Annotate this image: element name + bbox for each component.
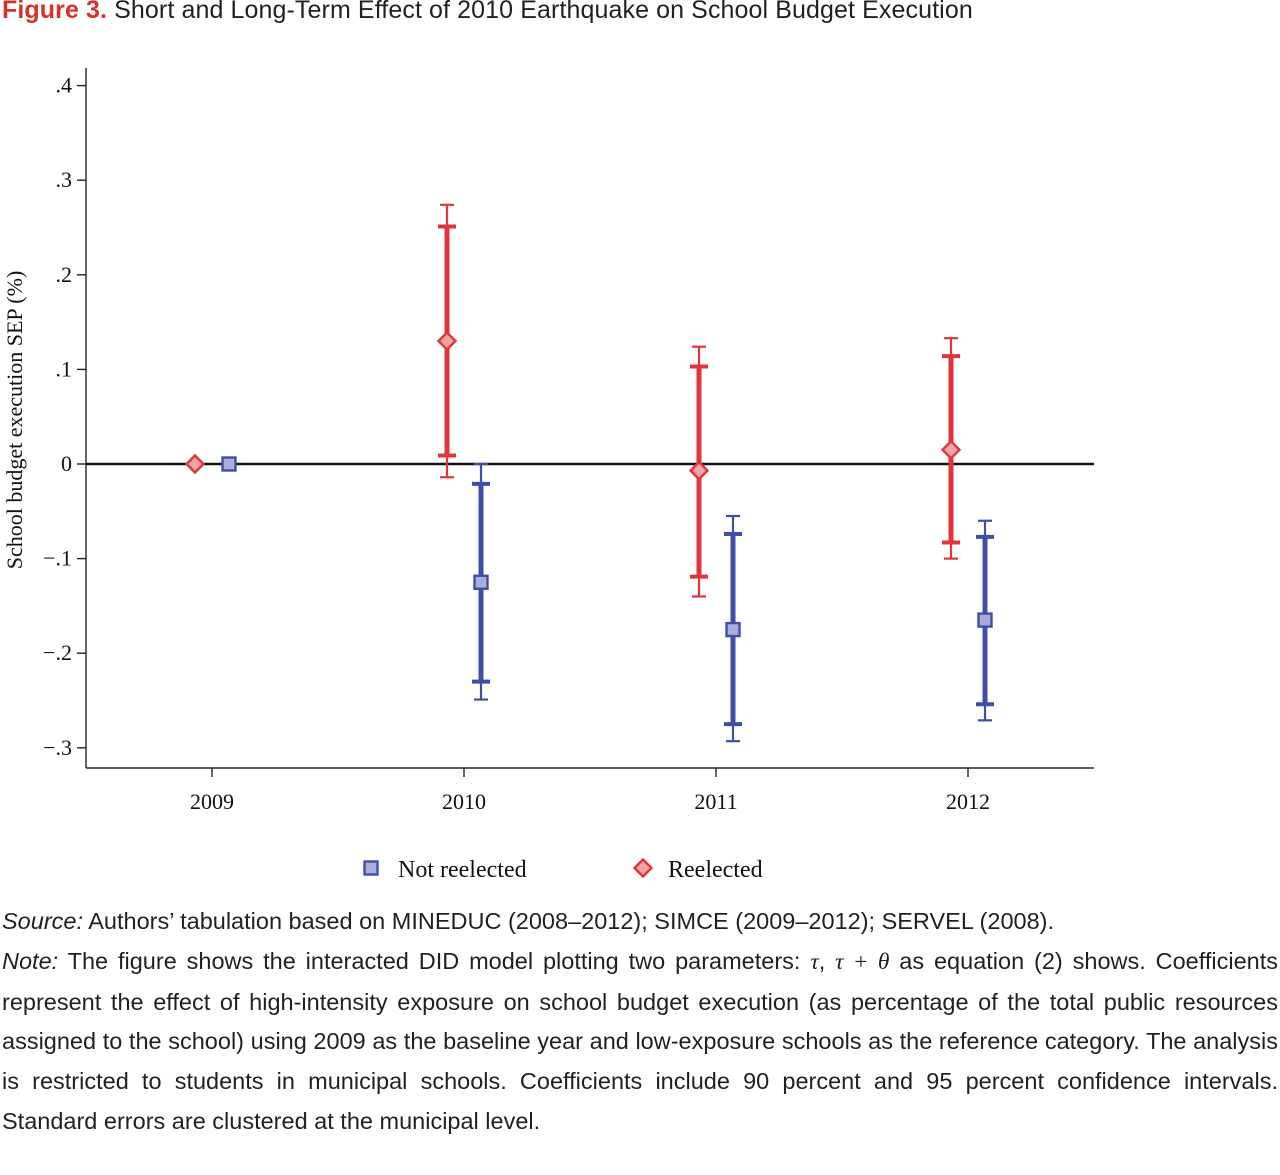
- figure-title-row: Figure 3. Short and Long-Term Effect of …: [2, 0, 1278, 25]
- tau-symbol: τ: [810, 948, 819, 975]
- chart-legend: Not reelected Reelected: [363, 857, 763, 883]
- note-label: Note:: [2, 947, 59, 974]
- source-text: Authors’ tabulation based on MINEDUC (20…: [83, 908, 1055, 934]
- series-not-reelected: [221, 456, 994, 743]
- point-marker-not-reelected: [221, 456, 237, 472]
- figure-caption: Source: Authors’ tabulation based on MIN…: [2, 902, 1278, 1142]
- x-tick-label: 2009: [190, 789, 234, 814]
- point-marker-reelected: [940, 439, 962, 461]
- coefficient-chart: .4 .3 .2 .1 0 −.1 −.2 −.3 2009 2010 2011 2012 Scho…: [2, 68, 1094, 883]
- x-axis-ticks: 2009 2010 2011 2012: [190, 768, 990, 814]
- y-tick-label: .1: [56, 356, 73, 381]
- y-tick-label: −.2: [43, 640, 72, 665]
- point-marker-not-reelected: [473, 574, 489, 590]
- y-tick-label: −.1: [43, 546, 72, 571]
- tau-theta-symbol: τ + θ: [835, 948, 890, 975]
- series-reelected: [184, 203, 962, 598]
- figure-title: Short and Long-Term Effect of 2010 Earth…: [114, 0, 973, 24]
- x-tick-label: 2010: [442, 789, 486, 814]
- legend-item-reelected: Reelected: [632, 857, 763, 883]
- note-text-1: The figure shows the interacted DID mode…: [58, 947, 811, 974]
- legend-square-icon: [363, 860, 379, 876]
- legend-item-not-reelected: Not reelected: [363, 857, 527, 883]
- y-tick-label: 0: [61, 451, 72, 476]
- legend-label-reelected: Reelected: [668, 857, 763, 883]
- legend-diamond-icon: [632, 857, 654, 879]
- y-axis-ticks: .4 .3 .2 .1 0 −.1 −.2 −.3: [43, 73, 86, 760]
- note-comma: ,: [818, 947, 836, 974]
- chart-axes: [85, 68, 1094, 769]
- y-axis-label: School budget execution SEP (%): [2, 271, 27, 570]
- y-tick-label: .4: [56, 73, 73, 98]
- chart-marks: [184, 203, 994, 743]
- note: Note: The figure shows the interacted DI…: [2, 942, 1278, 1142]
- figure-label: Figure 3.: [2, 0, 108, 24]
- point-marker-reelected: [436, 330, 458, 352]
- source-note: Source: Authors’ tabulation based on MIN…: [2, 902, 1278, 942]
- legend-label-not-reelected: Not reelected: [398, 857, 527, 883]
- point-marker-reelected: [688, 460, 710, 481]
- point-marker-not-reelected: [725, 621, 741, 638]
- y-tick-label: .2: [56, 262, 73, 287]
- note-text-2: as equation (2) shows. Coefficients repr…: [2, 947, 1278, 1134]
- point-marker-reelected: [184, 453, 206, 475]
- y-tick-label: −.3: [43, 735, 72, 760]
- y-tick-label: .3: [56, 167, 73, 192]
- point-marker-not-reelected: [977, 612, 993, 628]
- x-tick-label: 2012: [946, 789, 990, 814]
- x-tick-label: 2011: [694, 789, 737, 814]
- source-label: Source:: [2, 908, 83, 934]
